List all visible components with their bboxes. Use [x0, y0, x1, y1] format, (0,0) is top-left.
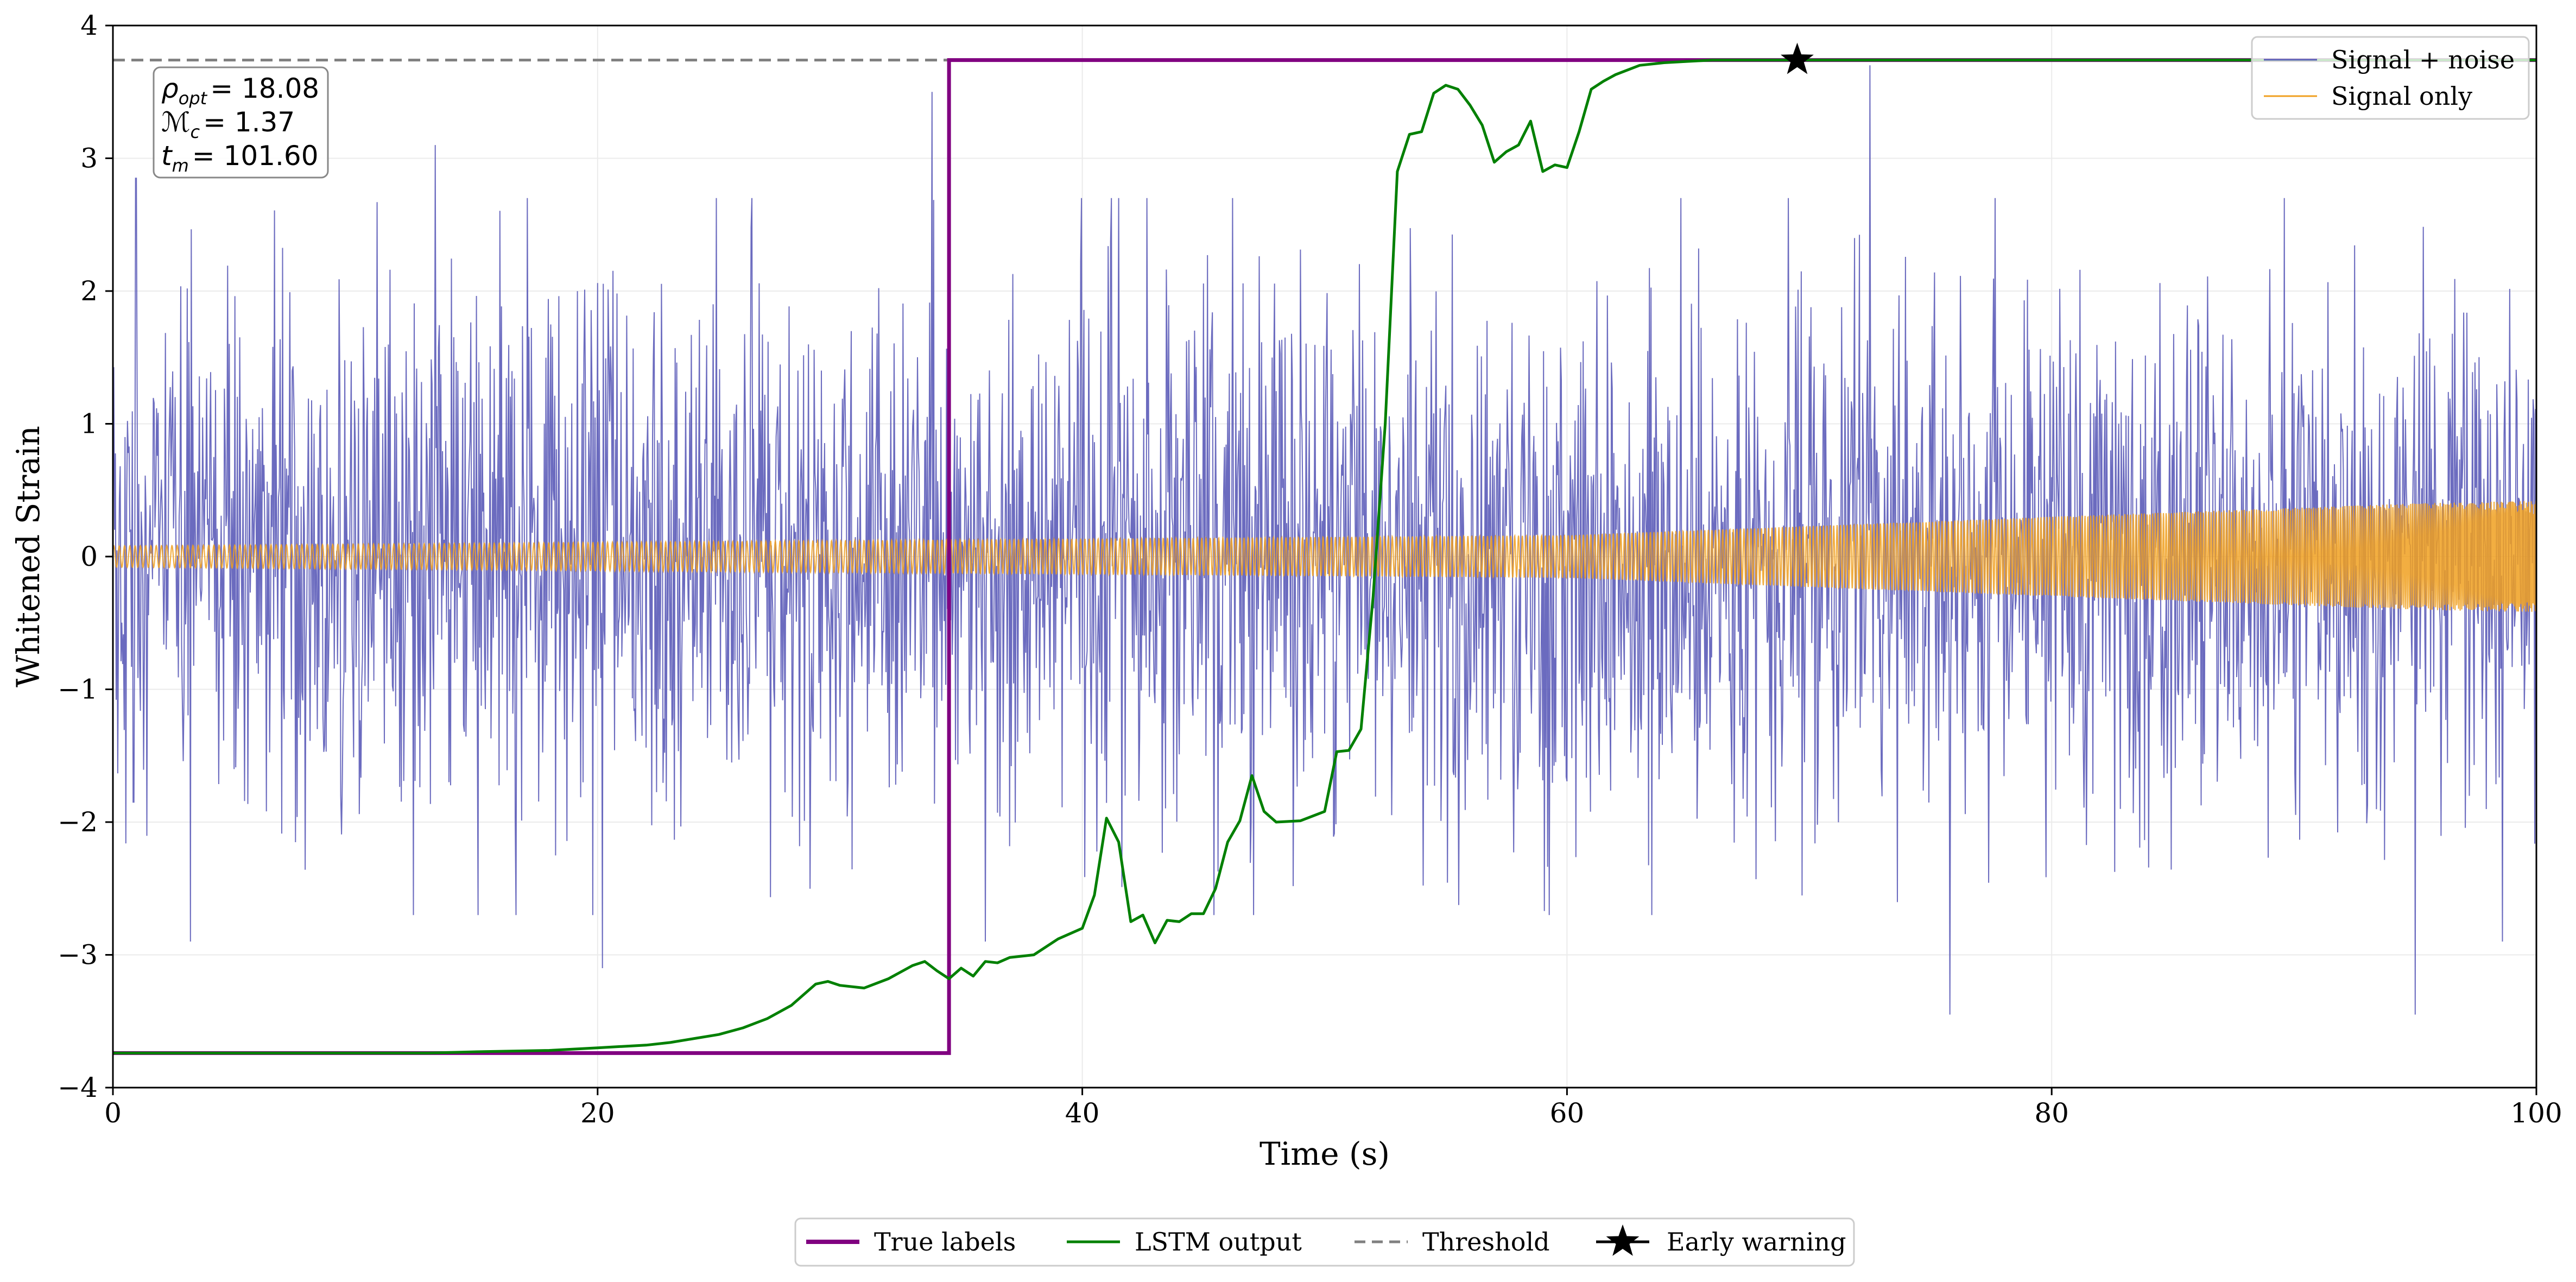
series-lstm-output — [113, 59, 2536, 1054]
legend-bottom-frame — [794, 1217, 1855, 1267]
annotation-frame — [153, 66, 329, 179]
y-tick-label: 0 — [80, 541, 98, 572]
series-signal-plus-noise — [113, 65, 2536, 1015]
y-tick-label: 2 — [80, 275, 98, 307]
y-tick-label: −4 — [58, 1072, 98, 1103]
y-tick-label: 1 — [80, 408, 98, 440]
annotation-line: ℳc = 1.37 — [161, 106, 295, 142]
x-tick-label: 40 — [1065, 1097, 1100, 1129]
annotation-line: ρopt = 18.08 — [161, 73, 319, 109]
legend-upper-right: Signal + noise Signal only — [2251, 36, 2530, 120]
axis-ticks: 0 20 40 60 80 100 −4 −3 −2 −1 0 1 2 3 4 — [58, 10, 2562, 1129]
legend-label: LSTM output — [1135, 1227, 1302, 1256]
legend-bottom: True labels LSTM output Threshold Early war… — [794, 1217, 1855, 1267]
legend-label: Threshold — [1422, 1227, 1550, 1256]
y-tick-label: −3 — [58, 939, 98, 971]
x-tick-label: 60 — [1550, 1097, 1585, 1129]
y-axis-label: Whitened Strain — [10, 426, 47, 687]
legend-label: True labels — [874, 1227, 1016, 1256]
y-tick-label: 4 — [80, 10, 98, 41]
annotation-line: tm = 101.60 — [161, 140, 319, 176]
x-tick-label: 0 — [104, 1097, 122, 1129]
legend-label: Signal + noise — [2331, 45, 2515, 74]
x-tick-label: 20 — [580, 1097, 615, 1129]
legend-label: Signal only — [2331, 81, 2472, 111]
series-signal-only — [113, 501, 2536, 612]
x-tick-label: 80 — [2034, 1097, 2069, 1129]
y-tick-label: −1 — [58, 674, 98, 705]
plot-area — [113, 58, 2536, 1055]
y-tick-label: −2 — [58, 806, 98, 838]
x-tick-label: 100 — [2510, 1097, 2562, 1129]
y-tick-label: 3 — [80, 143, 98, 174]
early-warning-marker — [1781, 42, 1814, 74]
legend-label: Early warning — [1667, 1227, 1846, 1256]
legend-upper-frame — [2251, 36, 2530, 120]
x-axis-label: Time (s) — [1259, 1135, 1390, 1172]
legend-star-swatch — [1606, 1224, 1640, 1256]
